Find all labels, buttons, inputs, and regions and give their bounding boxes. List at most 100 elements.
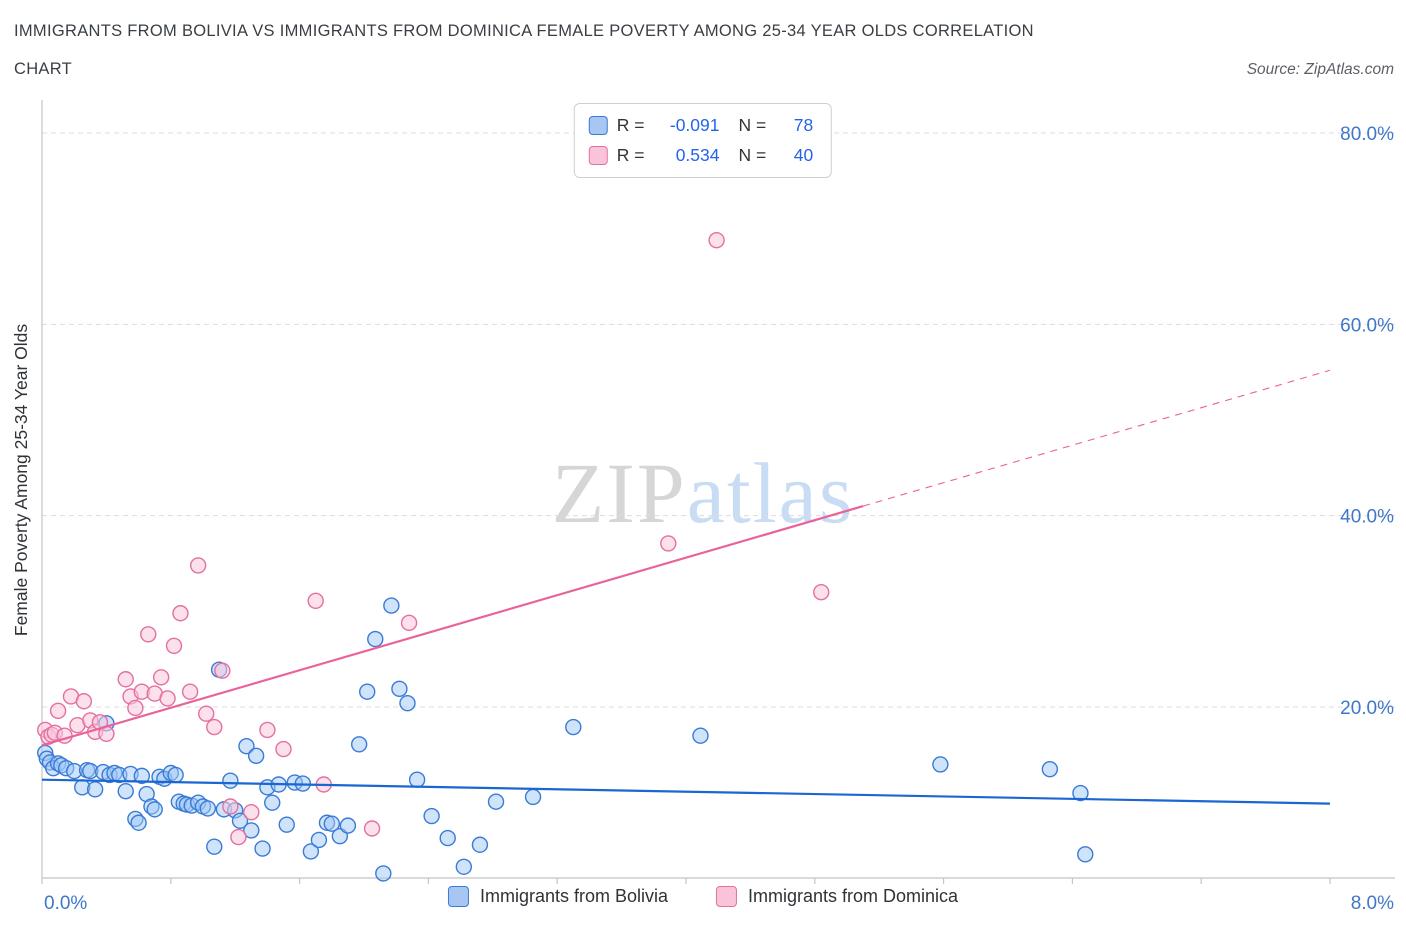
correlation-legend: R = -0.091 N = 78 R = 0.534 N = 40 <box>573 103 833 178</box>
bolivia-point <box>323 815 340 832</box>
dominica-point <box>708 231 725 249</box>
bolivia-point <box>524 788 542 806</box>
n-label-dominica: N = <box>738 145 767 165</box>
n-value-bolivia: 78 <box>793 115 814 135</box>
bolivia-point <box>86 781 104 798</box>
bolivia-point <box>302 843 320 860</box>
chart-title-line2: CHART <box>14 60 73 78</box>
dominica-trend-line <box>41 505 864 747</box>
bolivia-point <box>238 738 255 755</box>
bolivia-point <box>264 794 281 811</box>
bolivia-point <box>391 680 408 698</box>
dominica-point <box>243 804 260 821</box>
dominica-point <box>214 662 231 679</box>
series-legend: Immigrants from Bolivia Immigrants from … <box>447 886 958 907</box>
dominica-legend-swatch <box>716 886 737 907</box>
bolivia-point <box>254 840 271 857</box>
y-tick-label: 20.0% <box>1340 698 1394 719</box>
bolivia-point <box>383 597 400 614</box>
bolivia-point <box>231 812 249 830</box>
y-tick-label: 60.0% <box>1340 315 1394 336</box>
dominica-point <box>181 683 199 700</box>
legend-item-bolivia: Immigrants from Bolivia <box>447 886 668 907</box>
dominica-point <box>259 721 276 739</box>
bolivia-point <box>455 858 473 875</box>
bolivia-legend-swatch <box>447 886 469 907</box>
bolivia-legend-label: Immigrants from Bolivia <box>479 886 668 906</box>
x-max-label: 8.0% <box>1351 893 1394 914</box>
bolivia-point <box>339 817 357 834</box>
dominica-point <box>172 605 189 622</box>
bolivia-point <box>359 683 376 700</box>
bolivia-point <box>130 814 147 831</box>
bolivia-point <box>278 816 295 833</box>
bolivia-point <box>932 756 949 773</box>
dominica-trend-extension <box>862 369 1331 507</box>
legend-row-bolivia: R = -0.091 N = 78 <box>588 115 814 136</box>
bolivia-point <box>487 793 505 810</box>
watermark-zip: ZIP <box>551 445 687 541</box>
bolivia-point <box>375 865 392 882</box>
dominica-point <box>117 671 134 688</box>
dominica-point <box>49 702 67 720</box>
dominica-point <box>813 584 830 601</box>
dominica-point <box>189 557 207 574</box>
dominica-point <box>275 740 292 758</box>
dominica-point <box>165 637 183 654</box>
bolivia-point <box>408 771 426 788</box>
legend-row-dominica: R = 0.534 N = 40 <box>588 145 814 166</box>
bolivia-point <box>423 807 440 825</box>
dominica-point <box>363 820 381 837</box>
dominica-point <box>307 592 324 610</box>
bolivia-point <box>565 718 582 736</box>
r-label-bolivia: R = <box>616 115 645 135</box>
bolivia-point <box>199 800 217 817</box>
y-tick-label: 80.0% <box>1340 124 1394 145</box>
bolivia-point <box>399 694 416 712</box>
bolivia-point <box>1077 846 1094 863</box>
n-label-bolivia: N = <box>738 115 767 135</box>
bolivia-swatch <box>588 116 608 135</box>
dominica-point <box>159 690 176 707</box>
r-value-bolivia: -0.091 <box>669 115 720 135</box>
bolivia-point <box>117 782 134 800</box>
bolivia-point <box>1072 784 1089 802</box>
bolivia-point <box>206 838 223 855</box>
y-axis-title: Female Poverty Among 25-34 Year Olds <box>11 324 31 637</box>
x-min-label: 0.0% <box>44 893 87 914</box>
bolivia-point <box>1041 760 1059 778</box>
bolivia-trend-line <box>41 778 1331 805</box>
dominica-point <box>152 669 170 686</box>
bolivia-point <box>310 831 328 849</box>
y-tick-label: 40.0% <box>1340 507 1394 528</box>
bolivia-point <box>471 836 489 853</box>
bolivia-point <box>167 766 184 784</box>
dominica-legend-label: Immigrants from Dominica <box>748 886 959 906</box>
dominica-point <box>127 699 144 717</box>
dominica-swatch <box>588 146 608 165</box>
bolivia-point <box>133 767 151 785</box>
bolivia-point <box>247 747 265 764</box>
dominica-point <box>222 798 239 815</box>
r-value-dominica: 0.534 <box>675 145 720 165</box>
dominica-point <box>75 693 93 710</box>
bolivia-point <box>222 772 239 789</box>
bolivia-point <box>146 801 163 818</box>
bolivia-point <box>439 829 456 847</box>
bolivia-point <box>243 822 260 839</box>
bolivia-point <box>350 736 368 753</box>
legend-item-dominica: Immigrants from Dominica <box>716 886 958 907</box>
n-value-dominica: 40 <box>793 145 814 165</box>
dominica-point <box>400 614 418 632</box>
watermark-atlas: atlas <box>686 445 855 541</box>
bolivia-point <box>692 727 709 744</box>
chart-title-line1: IMMIGRANTS FROM BOLIVIA VS IMMIGRANTS FR… <box>14 22 1034 40</box>
watermark: ZIPatlas <box>552 443 855 543</box>
bolivia-point <box>367 630 384 648</box>
dominica-point <box>660 535 677 552</box>
dominica-point <box>206 718 223 736</box>
r-label-dominica: R = <box>616 145 645 165</box>
dominica-point <box>230 828 247 846</box>
